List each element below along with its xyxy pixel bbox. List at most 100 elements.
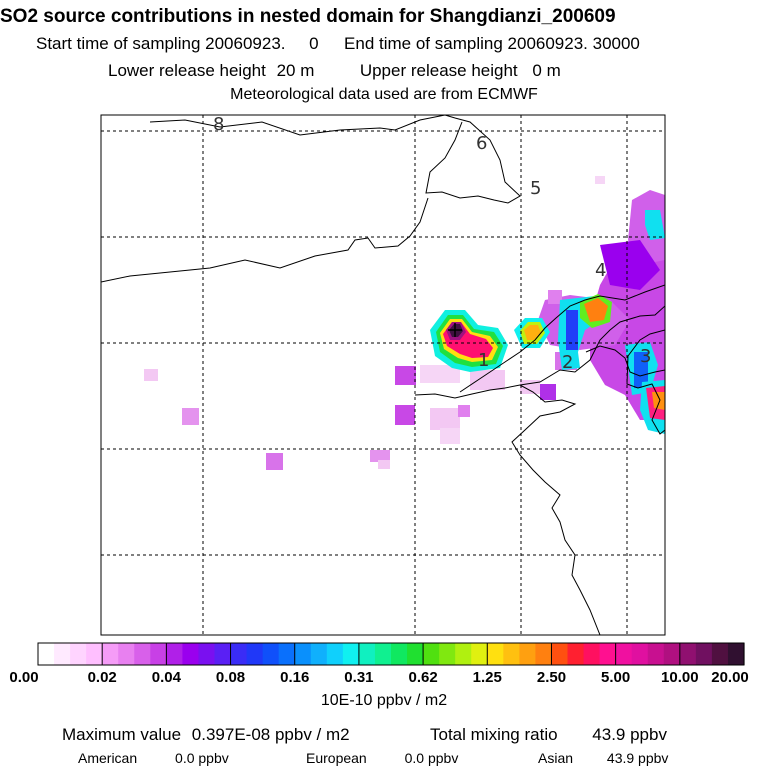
colorbar-swatch (727, 643, 745, 665)
source-value: 0.0 ppbv (404, 750, 459, 766)
colorbar-swatch (647, 643, 665, 665)
colorbar-swatch (695, 643, 713, 665)
end-label: End time of sampling (344, 34, 503, 53)
coastline (149, 115, 456, 136)
source-european: European 0.0 ppbv (306, 750, 458, 766)
colorbar-swatch (423, 643, 440, 665)
colorbar-swatch (262, 643, 280, 665)
colorbar-swatch (711, 643, 729, 665)
colorbar (37, 642, 745, 666)
colorbar-swatch (615, 643, 633, 665)
colorbar-swatch (455, 643, 472, 665)
source-label: European (306, 750, 367, 766)
field-cell (266, 453, 283, 470)
start-value: 20060923. 0 (205, 34, 319, 53)
coastline (626, 329, 665, 435)
max-value: 0.397E-08 ppbv / m2 (191, 725, 350, 744)
coastlines (101, 115, 665, 635)
colorbar-swatch (407, 643, 424, 665)
field-cell (458, 405, 470, 417)
colorbar-swatch (134, 643, 151, 665)
colorbar-swatch (294, 643, 312, 665)
colorbar-swatch (54, 643, 71, 665)
map-area: 8 6 5 4 3 2 1 (101, 114, 665, 635)
colorbar-swatch (246, 643, 264, 665)
colorbar-tick-label: 0.62 (408, 669, 438, 686)
total-mixing-label: Total mixing ratio (430, 725, 558, 744)
colorbar-tick-label: 0.16 (280, 669, 310, 686)
contour-label-6: 6 (476, 133, 487, 154)
lower-release-value: 20 m (276, 61, 315, 80)
contour-labels: 8 6 5 4 3 2 1 (213, 114, 651, 373)
source-asian: Asian 43.9 ppbv (538, 750, 668, 766)
colorbar-tick-label: 1.25 (472, 669, 502, 686)
colorbar-tick-label: 5.00 (601, 669, 631, 686)
source-value: 43.9 ppbv (606, 750, 669, 766)
field-cell (440, 428, 460, 444)
colorbar-swatch (519, 643, 537, 665)
field-cell (144, 369, 158, 381)
colorbar-swatch (278, 643, 296, 665)
colorbar-units: 10E-10 ppbv / m2 (320, 692, 448, 709)
colorbar-swatch (342, 643, 360, 665)
border (459, 284, 665, 393)
concentration-field (144, 176, 665, 470)
colorbar-swatch (182, 643, 200, 665)
contour-label-3: 3 (640, 346, 651, 367)
colorbar-swatch (487, 643, 504, 665)
source-label: American (78, 750, 138, 766)
contour-label-1: 1 (478, 350, 489, 371)
field-cell (420, 365, 460, 383)
field-cell (595, 176, 605, 184)
colorbar-swatch (70, 643, 87, 665)
colorbar-swatch (583, 643, 601, 665)
colorbar-swatch (358, 643, 376, 665)
colorbar-tick-label: 20.00 (711, 669, 749, 686)
contour-label-8: 8 (213, 114, 224, 135)
colorbar-frame (37, 642, 745, 666)
colorbar-swatch (230, 643, 248, 665)
colorbar-swatch (535, 643, 553, 665)
field-region (584, 298, 608, 322)
met-data-note: Meteorological data used are from ECMWF (230, 86, 538, 103)
colorbar-swatch (631, 643, 649, 665)
grid-lines (101, 115, 665, 635)
colorbar-swatch (551, 643, 569, 665)
coastline (101, 197, 429, 283)
colorbar-tick-label: 10.00 (661, 669, 699, 686)
map-frame (100, 114, 666, 636)
upper-release-value: 0 m (532, 61, 561, 80)
colorbar-tick-label: 0.08 (215, 669, 246, 686)
field-region (652, 392, 665, 410)
border (585, 345, 665, 377)
colorbar-tick-label: 2.50 (536, 669, 567, 686)
source-value: 0.0 ppbv (175, 750, 229, 766)
max-value-line: Maximum value 0.397E-08 ppbv / m2 (62, 725, 350, 745)
field-region (645, 210, 665, 240)
field-cell (548, 290, 562, 304)
field-cell (395, 366, 416, 385)
field-cell (566, 310, 578, 350)
contour-label-2: 2 (562, 352, 573, 373)
end-value: 20060923. 30000 (507, 34, 640, 53)
field-cell (540, 384, 556, 400)
coastline (511, 384, 601, 635)
colorbar-swatch (503, 643, 520, 665)
colorbar-swatch (102, 643, 119, 665)
colorbar-swatch (86, 643, 103, 665)
field-cell (430, 408, 460, 430)
colorbar-swatch (567, 643, 585, 665)
colorbar-swatch (374, 643, 392, 665)
field-region (524, 325, 541, 340)
upper-release-label: Upper release height (359, 61, 518, 80)
total-mixing-line: Total mixing ratio 43.9 ppbv (430, 725, 667, 745)
field-cell (634, 352, 648, 388)
colorbar-swatch (663, 643, 681, 665)
contour-label-5: 5 (530, 178, 541, 199)
release-heights: Lower release height 20 m Upper release … (108, 61, 561, 81)
field-cell (182, 408, 199, 425)
colorbar-tick-label: 0.31 (344, 669, 374, 686)
field-region (600, 240, 660, 290)
colorbar-swatch (326, 643, 344, 665)
